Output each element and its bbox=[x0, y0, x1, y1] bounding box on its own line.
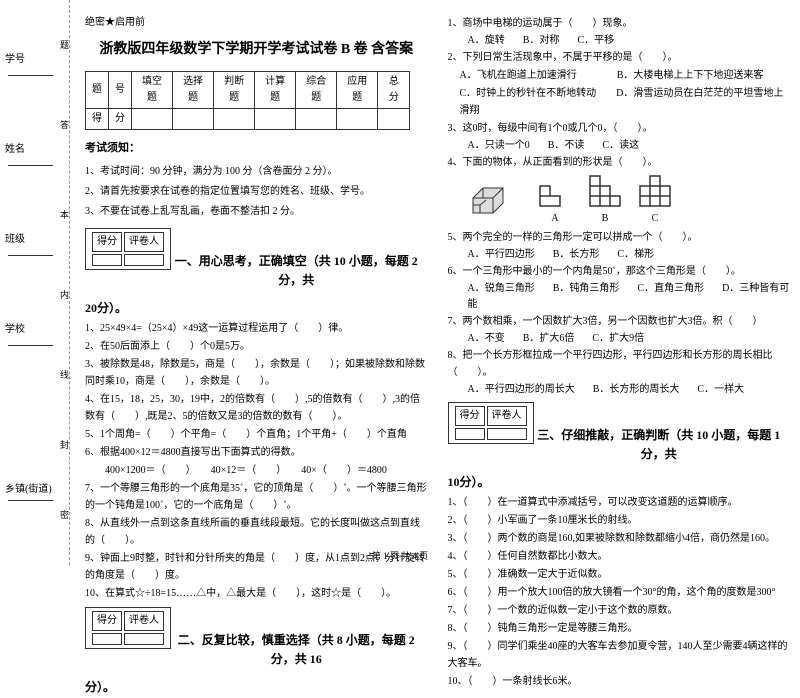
notice-item: 1、考试时间：90 分钟，满分为 100 分（含卷面分 2 分）。 bbox=[85, 164, 428, 180]
seal-text: 题 bbox=[58, 40, 71, 49]
seal-text: 本 bbox=[58, 210, 71, 219]
td bbox=[296, 109, 337, 130]
field-xiangzhen: 乡镇(街道) bbox=[5, 480, 52, 495]
td bbox=[378, 109, 410, 130]
choices: A．只读一个0B．不读C．读这 bbox=[448, 138, 791, 154]
field-xuexiao: 学校 bbox=[5, 320, 25, 335]
td bbox=[173, 109, 214, 130]
q: 1、（ ）在一道算式中添减括号，可以改变这道题的运算顺序。 bbox=[448, 494, 791, 511]
q: 10、在算式☆÷18=15……△中，△最大是（ ），这时☆是（ ）。 bbox=[85, 585, 428, 602]
exam-title: 浙教版四年级数学下学期开学考试试卷 B 卷 含答案 bbox=[85, 39, 428, 61]
q: 3、被除数是48，除数是5，商是（ ），余数是（ ）；如果被除数和除数同时乘10… bbox=[85, 356, 428, 390]
th: 填空题 bbox=[132, 72, 173, 109]
choices: A．平行四边形B．长方形C．梯形 bbox=[448, 247, 791, 263]
th: 题 bbox=[86, 72, 109, 109]
view-c-icon bbox=[638, 174, 673, 209]
th: 选择题 bbox=[173, 72, 214, 109]
right-column: 1、商场中电梯的运动属于（ ）现象。 A．旋转B．对称C．平移 2、下列日常生活… bbox=[448, 15, 791, 560]
view-b-icon bbox=[588, 174, 623, 209]
choices: C．时钟上的秒针在不断地转动 D．滑雪运动员在白茫茫的平坦雪地上滑翔 bbox=[448, 85, 791, 119]
q: 5、1个周角=（ ）个平角=（ ）个直角；1个平角+（ ）个直角 bbox=[85, 426, 428, 443]
td bbox=[255, 109, 296, 130]
q: 10、（ ）一条射线长6米。 bbox=[448, 673, 791, 690]
section3-pts: 10分）。 bbox=[448, 472, 791, 492]
left-column: 绝密★启用前 浙教版四年级数学下学期开学考试试卷 B 卷 含答案 题 号 填空题… bbox=[85, 15, 428, 560]
cube-icon bbox=[468, 183, 508, 218]
line bbox=[8, 500, 53, 501]
section1-title: 一、用心思考，正确填空（共 10 小题，每题 2 分，共 bbox=[175, 254, 418, 287]
th: 总分 bbox=[378, 72, 410, 109]
grader-box: 得分评卷人 bbox=[85, 607, 171, 649]
th: 计算题 bbox=[255, 72, 296, 109]
section2-title: 二、反复比较，慎重选择（共 8 小题，每题 2 分，共 16 bbox=[178, 633, 415, 666]
q: 1、25×49×4=（25×4）×49这一运算过程运用了（ ）律。 bbox=[85, 320, 428, 337]
q: 7、（ ）一个数的近似数一定小于这个数的原数。 bbox=[448, 602, 791, 619]
td: 得 bbox=[86, 109, 109, 130]
line bbox=[8, 165, 53, 166]
th: 综合题 bbox=[296, 72, 337, 109]
notice-head: 考试须知： bbox=[85, 140, 428, 158]
q: 4、下面的物体，从正面看到的形状是（ ）。 bbox=[448, 154, 791, 171]
q: 7、一个等腰三角形的一个底角是35˚，它的顶角是（ ）˚。一个等腰三角形的一个钝… bbox=[85, 480, 428, 514]
seal-text: 内 bbox=[58, 290, 71, 299]
q: 8、从直线外一点到这条直线所画的垂直线段最短。它的长度叫做这点到直线的（ ）。 bbox=[85, 515, 428, 549]
choices: A．锐角三角形B．钝角三角形C．直角三角形D．三种皆有可能 bbox=[448, 281, 791, 313]
choices: A．旋转B．对称C．平移 bbox=[448, 33, 791, 49]
seal-text: 密 bbox=[58, 510, 71, 519]
choices: A．平行四边形的周长大B．长方形的周长大C．一样大 bbox=[448, 382, 791, 398]
section1-pts: 20分）。 bbox=[85, 298, 428, 318]
q: 6、（ ）用一个放大100倍的放大镜看一个30°的角，这个角的度数是300° bbox=[448, 584, 791, 601]
seal-text: 线 bbox=[58, 370, 71, 379]
td: 分 bbox=[109, 109, 132, 130]
q: 400×1200＝（ ） 40×12＝（ ） 40×（ ）＝4800 bbox=[85, 462, 428, 479]
score-table: 题 号 填空题 选择题 判断题 计算题 综合题 应用题 总分 得 分 bbox=[85, 71, 410, 130]
seal-text: 封 bbox=[58, 440, 71, 449]
page-footer: 第 1 页 共 4 页 bbox=[0, 549, 800, 562]
q: 8、（ ）钝角三角形一定是等腰三角形。 bbox=[448, 620, 791, 637]
q: 4、在15，18，25，30，19中，2的倍数有（ ）,5的倍数有（ ）,3的倍… bbox=[85, 391, 428, 425]
notice-item: 3、不要在试卷上乱写乱画，卷面不整洁扣 2 分。 bbox=[85, 204, 428, 220]
q: 6、根据400×12＝4800直接写出下面算式的得数。 bbox=[85, 444, 428, 461]
line bbox=[8, 255, 53, 256]
seal-text: 答 bbox=[58, 120, 71, 129]
q: 6、一个三角形中最小的一个内角是50˚，那这个三角形是（ ）。 bbox=[448, 263, 791, 280]
q: 3、这0时，每级中间有1个0或几个0，（ ）。 bbox=[448, 120, 791, 137]
field-banji: 班级 bbox=[5, 230, 25, 245]
td bbox=[214, 109, 255, 130]
td bbox=[337, 109, 378, 130]
q: 5、两个完全的一样的三角形一定可以拼成一个（ ）。 bbox=[448, 229, 791, 246]
q: 2、在50后面添上（ ）个0是5万。 bbox=[85, 338, 428, 355]
notice-item: 2、请首先按要求在试卷的指定位置填写您的姓名、班级、学号。 bbox=[85, 184, 428, 200]
q: 2、下列日常生活现象中，不属于平移的是（ ）。 bbox=[448, 49, 791, 66]
field-xingming: 姓名 bbox=[5, 140, 25, 155]
th: 判断题 bbox=[214, 72, 255, 109]
q: 8、把一个长方形框拉成一个平行四边形，平行四边形和长方形的周长相比（ ）。 bbox=[448, 347, 791, 381]
q: 2、（ ）小军画了一条10厘米长的射线。 bbox=[448, 512, 791, 529]
section2-pts: 分）。 bbox=[85, 677, 428, 697]
q: 1、商场中电梯的运动属于（ ）现象。 bbox=[448, 15, 791, 32]
td bbox=[132, 109, 173, 130]
q: 5、（ ）准确数一定大于近似数。 bbox=[448, 566, 791, 583]
grader-box: 得分评卷人 bbox=[85, 228, 171, 270]
choices: A．飞机在跑道上加速滑行 B．大楼电梯上上下下地迎送来客 bbox=[448, 67, 791, 84]
section3-title: 三、仔细推敲，正确判断（共 10 小题，每题 1 分，共 bbox=[537, 428, 780, 461]
q: 3、（ ）两个数的商是160,如果被除数和除数都缩小4倍，商仍然是160。 bbox=[448, 530, 791, 547]
view-a-icon bbox=[538, 174, 573, 209]
binding-margin: 学号 姓名 班级 学校 乡镇(街道) 题 答 本 内 线 封 密 bbox=[0, 0, 70, 565]
th: 应用题 bbox=[337, 72, 378, 109]
grader-box: 得分评卷人 bbox=[448, 402, 534, 444]
q: 9、（ ）同学们乘坐40座的大客车去参加夏令营，140人至少需要4辆这样的大客车… bbox=[448, 638, 791, 672]
th: 号 bbox=[109, 72, 132, 109]
choices: A．不变B．扩大6倍C．扩大9倍 bbox=[448, 331, 791, 347]
field-xuehao: 学号 bbox=[5, 50, 25, 65]
line bbox=[8, 345, 53, 346]
q: 7、两个数相乘，一个因数扩大3倍，另一个因数也扩大3倍。积（ ） bbox=[448, 313, 791, 330]
secret-label: 绝密★启用前 bbox=[85, 15, 428, 31]
line bbox=[8, 75, 53, 76]
cube-diagram: A B C bbox=[448, 175, 791, 225]
